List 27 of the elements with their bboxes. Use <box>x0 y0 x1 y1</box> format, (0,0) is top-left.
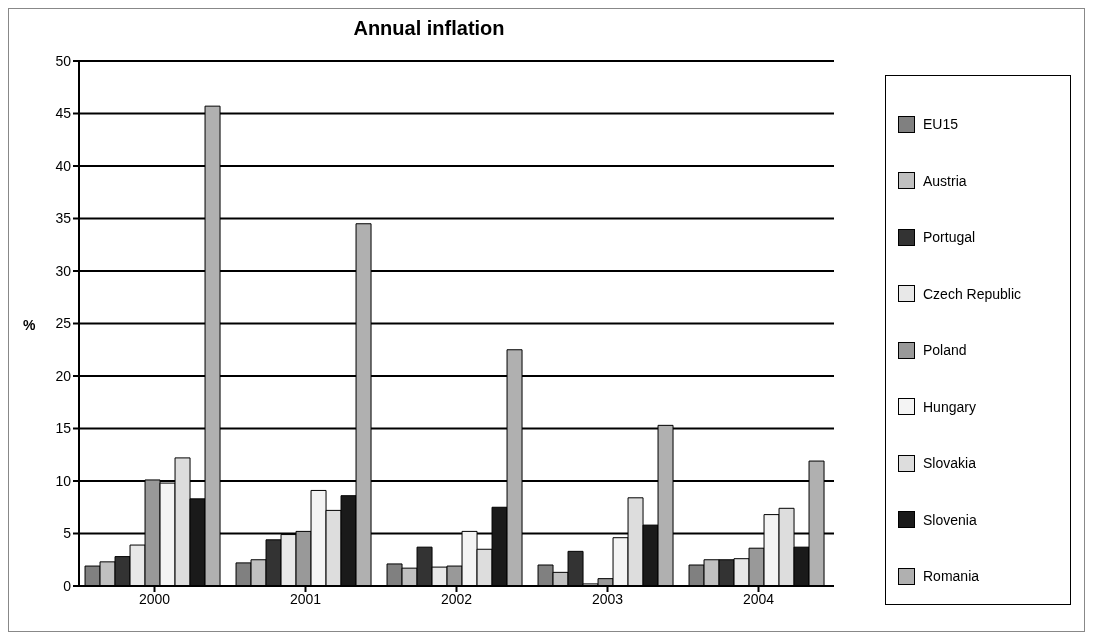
chart-title: Annual inflation <box>352 17 506 40</box>
legend-label: Austria <box>923 172 967 189</box>
y-tick-label: 25 <box>55 315 72 332</box>
legend-label: Czech Republic <box>923 285 1022 302</box>
legend-label: Slovenia <box>923 511 977 528</box>
y-tick-label: 35 <box>55 210 72 227</box>
legend-label: Romania <box>923 568 980 585</box>
x-tick-label: 2002 <box>440 590 473 607</box>
legend-label: EU15 <box>923 116 959 133</box>
legend-label: Slovakia <box>923 455 976 472</box>
y-axis-title: % <box>23 317 36 333</box>
y-tick-label: 40 <box>55 157 72 174</box>
x-tick-label: 2000 <box>138 590 171 607</box>
y-tick-label: 0 <box>63 577 72 594</box>
legend-label: Hungary <box>923 398 976 415</box>
y-tick-label: 5 <box>63 525 72 542</box>
y-tick-label: 50 <box>55 52 72 69</box>
x-tick-label: 2001 <box>289 590 322 607</box>
y-tick-label: 15 <box>55 420 72 437</box>
x-tick-label: 2004 <box>742 590 775 607</box>
legend-label: Portugal <box>923 229 976 246</box>
y-tick-label: 30 <box>55 262 72 279</box>
y-tick-label: 45 <box>55 105 72 122</box>
legend-label: Poland <box>923 342 967 359</box>
y-tick-label: 20 <box>55 367 72 384</box>
x-tick-label: 2003 <box>591 590 624 607</box>
y-tick-label: 10 <box>55 472 72 489</box>
